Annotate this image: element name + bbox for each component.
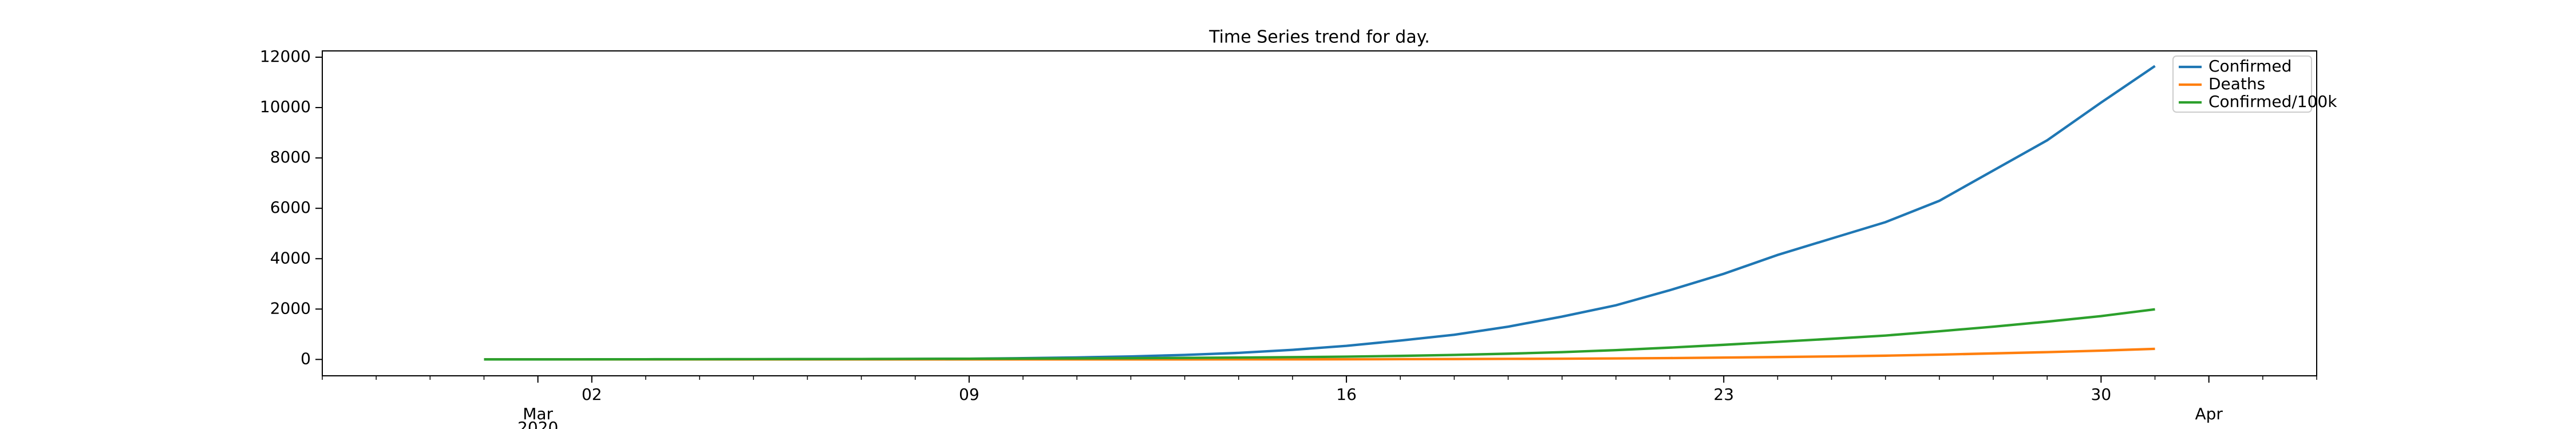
legend-box bbox=[2172, 55, 2312, 113]
y-tick-label: 6000 bbox=[270, 198, 311, 217]
y-tick-label: 10000 bbox=[260, 97, 311, 116]
x-tick-label: 23 bbox=[1713, 385, 1734, 404]
x-tick-label: 09 bbox=[959, 385, 979, 404]
chart-title: Time Series trend for day. bbox=[1208, 27, 1429, 47]
x-tick-label: Mar bbox=[523, 404, 553, 423]
x-tick-label: Apr bbox=[2195, 404, 2223, 423]
y-tick-label: 2000 bbox=[270, 299, 311, 317]
plot-frame bbox=[322, 50, 2317, 376]
series-line bbox=[484, 308, 2155, 361]
x-tick-label: 30 bbox=[2091, 385, 2112, 404]
legend-label: Confirmed/100k bbox=[2208, 92, 2337, 111]
y-tick-label: 4000 bbox=[270, 248, 311, 267]
x-tick-year: 2020 bbox=[517, 418, 558, 429]
y-tick-label: 12000 bbox=[260, 47, 311, 66]
x-tick-label: 16 bbox=[1336, 385, 1357, 404]
x-tick-label: 02 bbox=[582, 385, 602, 404]
legend-label: Confirmed bbox=[2208, 57, 2291, 76]
legend-label: Deaths bbox=[2208, 74, 2265, 93]
series-line bbox=[484, 65, 2156, 361]
y-tick-label: 0 bbox=[301, 349, 311, 368]
y-tick-label: 8000 bbox=[270, 148, 311, 166]
